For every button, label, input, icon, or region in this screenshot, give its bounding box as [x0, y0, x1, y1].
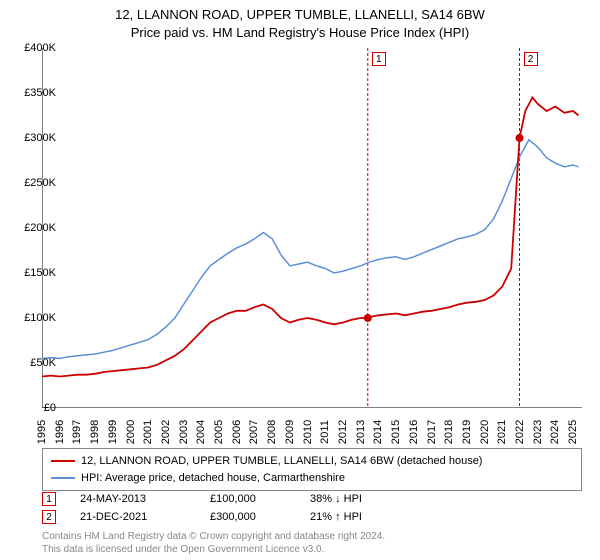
x-tick-label: 2022 [514, 417, 526, 447]
chart-svg [42, 48, 582, 408]
x-tick-label: 2024 [549, 417, 561, 447]
event-marker-1: 1 [42, 492, 56, 506]
x-tick-label: 2025 [567, 417, 579, 447]
x-tick-label: 1996 [54, 417, 66, 447]
x-tick-label: 2005 [213, 417, 225, 447]
y-tick-label: £0 [6, 402, 56, 414]
legend: 12, LLANNON ROAD, UPPER TUMBLE, LLANELLI… [42, 448, 582, 491]
chart-container: 12, LLANNON ROAD, UPPER TUMBLE, LLANELLI… [0, 0, 600, 560]
x-tick-label: 2006 [231, 417, 243, 447]
x-tick-label: 2012 [337, 417, 349, 447]
legend-swatch-hpi [51, 477, 75, 479]
x-tick-label: 2015 [390, 417, 402, 447]
y-tick-label: £150K [6, 267, 56, 279]
x-tick-label: 2000 [125, 417, 137, 447]
event-row-1: 1 24-MAY-2013 £100,000 38% ↓ HPI [42, 490, 430, 508]
x-tick-label: 2008 [266, 417, 278, 447]
x-tick-label: 2016 [408, 417, 420, 447]
x-tick-label: 2002 [160, 417, 172, 447]
event-price-2: £300,000 [210, 511, 310, 523]
events-table: 1 24-MAY-2013 £100,000 38% ↓ HPI 2 21-DE… [42, 490, 430, 526]
legend-row-hpi: HPI: Average price, detached house, Carm… [51, 470, 573, 487]
event-marker-2: 2 [42, 510, 56, 524]
x-tick-label: 2011 [319, 417, 331, 447]
x-tick-label: 2021 [496, 417, 508, 447]
y-tick-label: £300K [6, 132, 56, 144]
legend-label-property: 12, LLANNON ROAD, UPPER TUMBLE, LLANELLI… [81, 453, 482, 470]
x-tick-label: 1999 [107, 417, 119, 447]
event-date-2: 21-DEC-2021 [80, 511, 210, 523]
x-tick-label: 2020 [479, 417, 491, 447]
x-tick-label: 2009 [284, 417, 296, 447]
chart-area [42, 48, 582, 408]
chart-marker-2: 2 [524, 52, 538, 66]
legend-label-hpi: HPI: Average price, detached house, Carm… [81, 470, 345, 487]
event-delta-2: 21% ↑ HPI [310, 511, 430, 523]
x-tick-label: 2017 [426, 417, 438, 447]
event-date-1: 24-MAY-2013 [80, 493, 210, 505]
x-tick-label: 2013 [355, 417, 367, 447]
x-tick-label: 2010 [302, 417, 314, 447]
y-tick-label: £100K [6, 312, 56, 324]
legend-swatch-property [51, 460, 75, 462]
x-tick-label: 2007 [248, 417, 260, 447]
x-tick-label: 2023 [532, 417, 544, 447]
event-price-1: £100,000 [210, 493, 310, 505]
y-tick-label: £200K [6, 222, 56, 234]
x-tick-label: 2014 [372, 417, 384, 447]
title-block: 12, LLANNON ROAD, UPPER TUMBLE, LLANELLI… [0, 0, 600, 42]
footer-line1: Contains HM Land Registry data © Crown c… [42, 530, 385, 543]
x-tick-label: 2018 [443, 417, 455, 447]
x-tick-label: 1995 [36, 417, 48, 447]
event-row-2: 2 21-DEC-2021 £300,000 21% ↑ HPI [42, 508, 430, 526]
x-tick-label: 2003 [178, 417, 190, 447]
x-tick-label: 2001 [142, 417, 154, 447]
x-tick-label: 2019 [461, 417, 473, 447]
y-tick-label: £250K [6, 177, 56, 189]
title-subtitle: Price paid vs. HM Land Registry's House … [0, 24, 600, 42]
y-tick-label: £350K [6, 87, 56, 99]
x-tick-label: 1998 [89, 417, 101, 447]
chart-marker-1: 1 [372, 52, 386, 66]
title-address: 12, LLANNON ROAD, UPPER TUMBLE, LLANELLI… [0, 6, 600, 24]
y-tick-label: £400K [6, 42, 56, 54]
x-tick-label: 1997 [71, 417, 83, 447]
footer: Contains HM Land Registry data © Crown c… [42, 530, 385, 556]
event-delta-1: 38% ↓ HPI [310, 493, 430, 505]
x-tick-label: 2004 [195, 417, 207, 447]
y-tick-label: £50K [6, 357, 56, 369]
footer-line2: This data is licensed under the Open Gov… [42, 543, 385, 556]
legend-row-property: 12, LLANNON ROAD, UPPER TUMBLE, LLANELLI… [51, 453, 573, 470]
